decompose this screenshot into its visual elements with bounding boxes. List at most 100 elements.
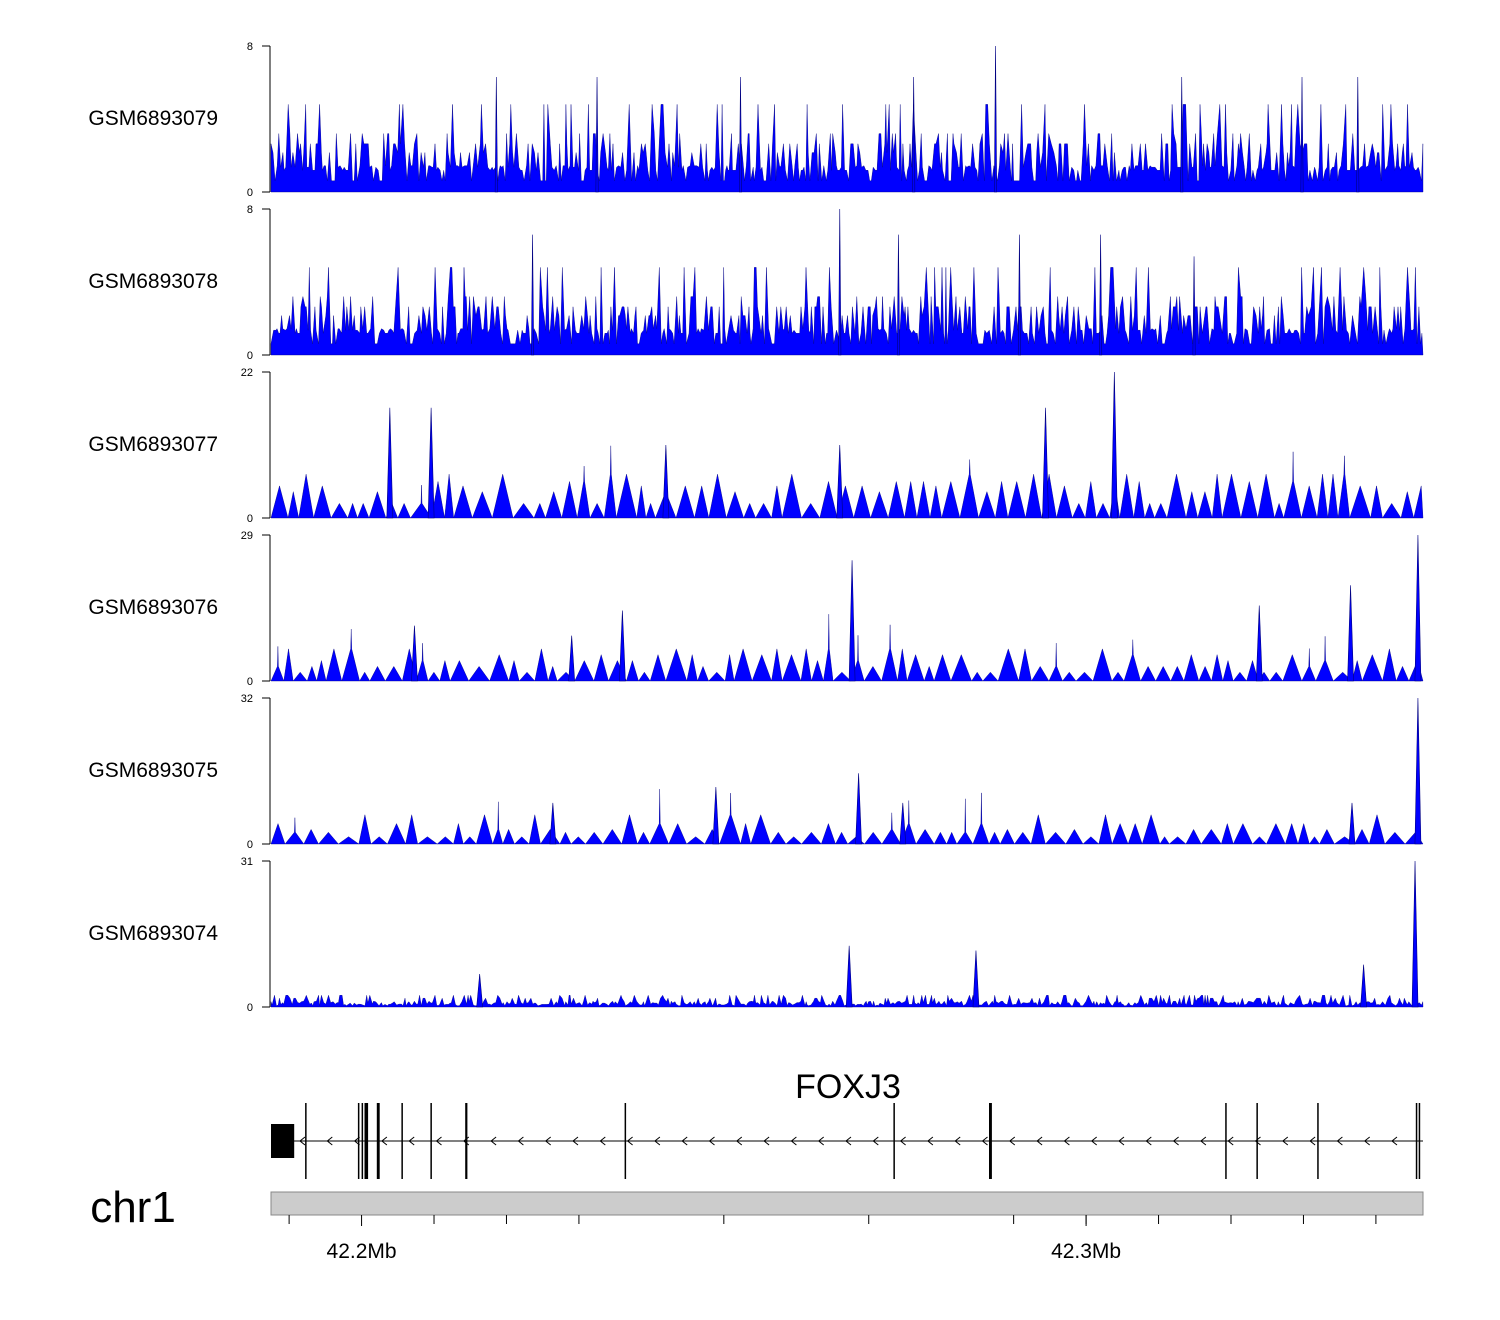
y-tick-label: 8 [247,204,253,216]
signal-peak [1192,256,1196,356]
signal-peak [427,407,435,519]
y-tick-label: 31 [241,856,253,868]
signal-peak [662,444,670,519]
x-tick-label: 42.2Mb [327,1240,397,1263]
track-GSM6893079: GSM6893079 80 [88,41,1424,199]
signal-peak [386,407,394,519]
exon [1256,1103,1258,1179]
y-tick-label: 29 [241,530,253,542]
exon [989,1103,992,1179]
signal-peak [836,444,844,519]
strand-arrow [544,1136,552,1146]
signal-peak [1356,76,1360,193]
strand-arrow [1336,1136,1343,1146]
ideogram-band [270,1191,1424,1216]
gene-name-label: FOXJ3 [795,1068,901,1106]
signal-peak [568,635,575,682]
strand-arrow [435,1136,442,1146]
strand-arrow [981,1136,988,1146]
strand-arrow [1200,1136,1207,1146]
signal-area [270,789,1424,845]
signal-peak [896,234,900,356]
y-tick-label: 0 [247,513,253,525]
signal-peak [1414,697,1422,845]
track-GSM6893077: GSM6893077 22 0 [88,367,1424,525]
y-axis: 80 [247,41,271,199]
signal-peak [411,625,418,682]
signal-area [270,267,1424,356]
strand-arrow [681,1136,688,1146]
signal-tracks: GSM689307980GSM689307880GSM6893077220GSM… [88,41,1424,1014]
strand-arrow [817,1136,825,1146]
strand-arrow [899,1136,906,1146]
signal-peak [738,76,742,193]
exon [1317,1103,1319,1179]
track-label: GSM6893075 [88,759,218,782]
strand-arrow [1309,1136,1316,1146]
track-GSM6893076: GSM6893076 29 0 [88,530,1424,688]
strand-arrow [572,1136,579,1146]
signal-peak [1255,605,1263,682]
signal-peak [899,802,907,845]
strand-arrow [517,1136,524,1146]
signal-peak [972,950,980,1008]
exon [376,1103,380,1179]
signal-peak [549,802,557,845]
exon [624,1103,627,1179]
track-GSM6893078: GSM6893078 8 0 [88,204,1424,362]
strand-arrow [927,1136,934,1146]
track-GSM6893075: GSM6893075 32 0 [88,693,1424,851]
signal-peak [1017,234,1021,356]
signal-peak [1360,964,1367,1008]
signal-peak [1099,234,1103,356]
strand-arrow [1227,1136,1234,1146]
exon [271,1124,295,1158]
strand-arrow [490,1136,497,1146]
signal-peak [1042,407,1049,519]
exon [430,1103,432,1179]
y-tick-label: 0 [247,1002,253,1014]
y-tick-label: 0 [247,676,253,688]
signal-peak [848,560,856,682]
y-tick-label: 0 [247,350,253,362]
signal-peak [595,76,599,193]
y-tick-label: 32 [241,693,253,705]
strand-arrow [845,1136,852,1146]
signal-peak [1111,371,1118,519]
chromosome-label: chr1 [90,1183,176,1232]
y-axis: 29 0 [241,530,271,688]
strand-arrow [626,1136,633,1146]
strand-arrow [326,1136,333,1146]
signal-peak [1347,585,1354,682]
signal-area [270,994,1424,1008]
strand-arrow [735,1136,743,1146]
exon [357,1103,360,1179]
signal-peak [994,45,998,193]
track-label: GSM6893078 [88,270,218,293]
strand-arrow [1281,1136,1289,1146]
signal-peak [476,973,483,1008]
y-tick-label: 22 [241,367,253,379]
strand-arrow [790,1136,797,1146]
strand-arrow [1145,1136,1152,1146]
track-GSM6893074: GSM6893074 31 0 [88,856,1424,1014]
x-tick-label: 42.3Mb [1051,1240,1121,1263]
track-label: GSM6893077 [88,433,218,456]
signal-peak [1411,860,1419,1008]
strand-arrow [763,1136,770,1146]
strand-arrow [872,1136,879,1146]
gene-model-track: FOXJ3 [271,1068,1423,1179]
strand-arrow [1363,1136,1371,1146]
strand-arrow [1036,1136,1043,1146]
exon [361,1103,364,1179]
exon [364,1103,369,1179]
strand-arrow [1391,1136,1398,1146]
strand-arrow [708,1136,715,1146]
strand-arrow [1118,1136,1125,1146]
chromosome-ideogram-track: chr1 42.2Mb 42.3Mb [90,1183,1424,1263]
signal-peak [838,208,842,356]
track-label: GSM6893076 [88,596,218,619]
exon [1225,1103,1227,1179]
track-label: GSM6893079 [88,107,218,130]
